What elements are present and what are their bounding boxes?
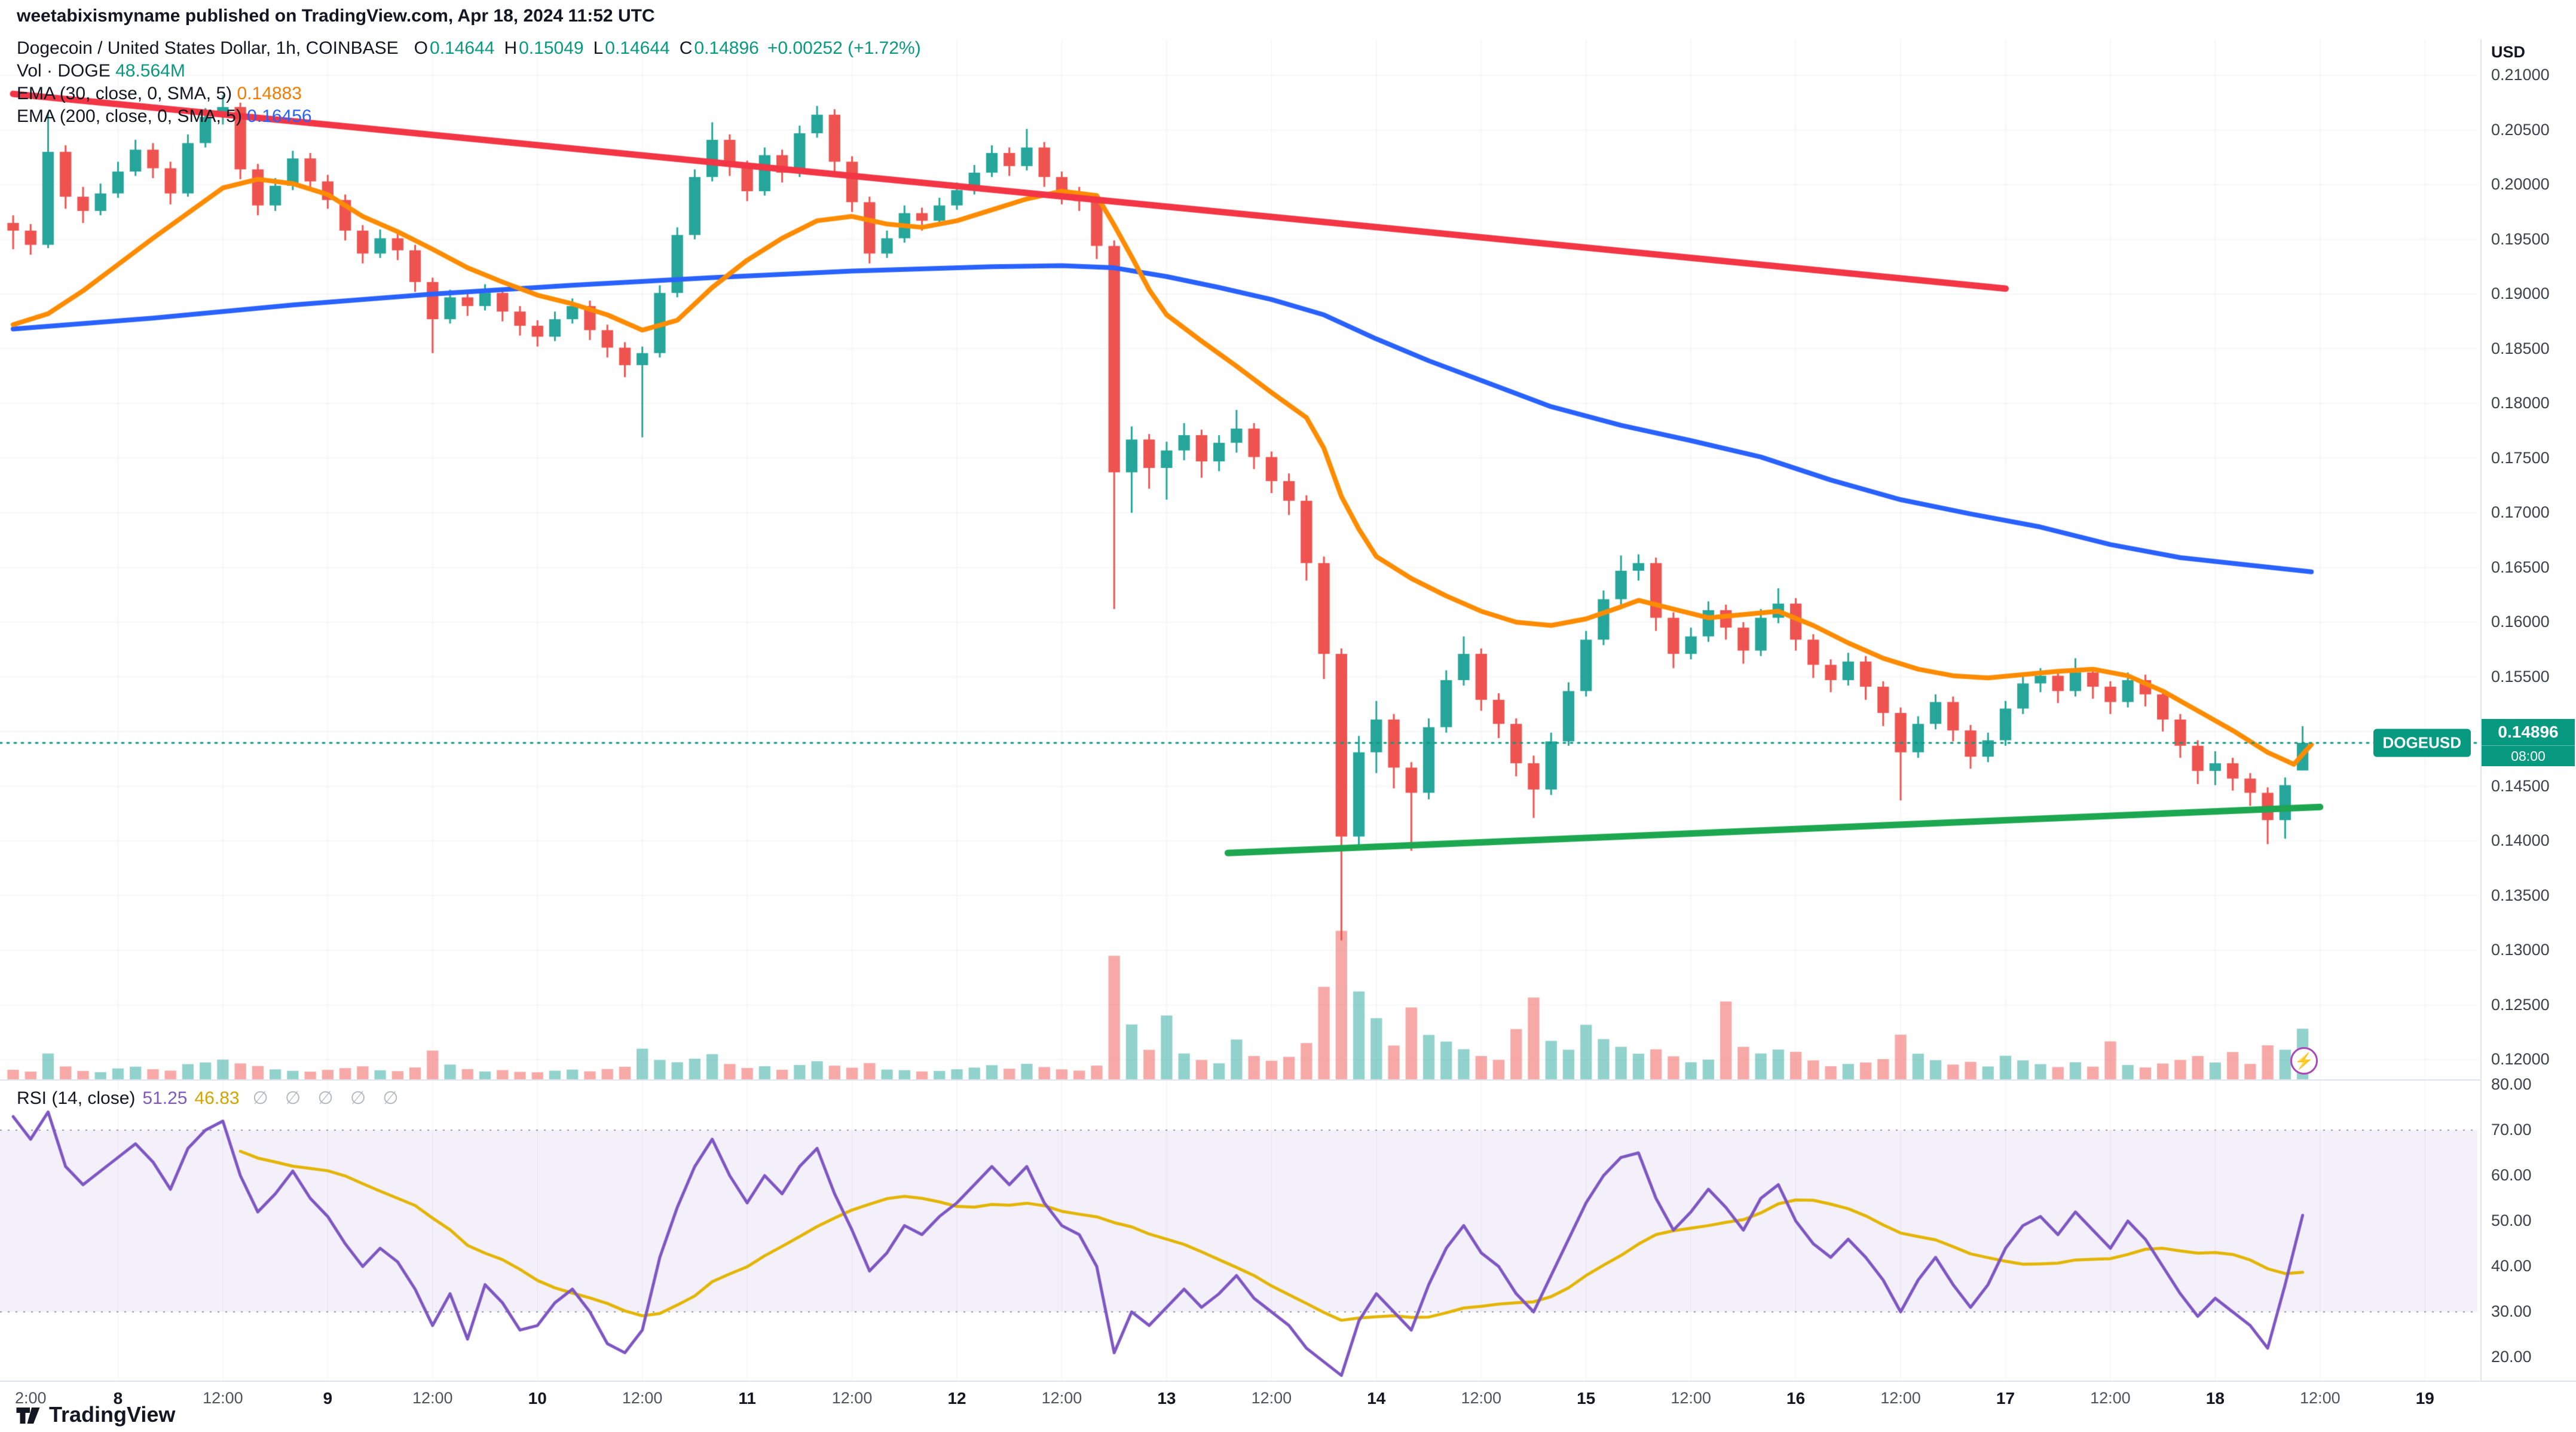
- symbol-price-pill: DOGEUSD: [2373, 729, 2471, 757]
- price-axis-label: 0.18000: [2491, 394, 2550, 412]
- rsi-axis-label: 20.00: [2491, 1348, 2532, 1366]
- price-axis-label: 0.21000: [2491, 66, 2550, 84]
- time-axis-label: 8: [113, 1389, 123, 1407]
- time-axis-label: 12: [947, 1389, 966, 1407]
- rsi-axis-label: 60.00: [2491, 1166, 2532, 1184]
- time-axis-label: 19: [2415, 1389, 2434, 1407]
- bar-countdown: 08:00: [2482, 745, 2575, 766]
- price-axis-label: 0.13000: [2491, 941, 2550, 959]
- ema200-label: EMA (200, close, 0, SMA, 5): [17, 106, 242, 126]
- time-axis[interactable]: 2:00 8 12:00 9 12:00 10 12:00 11 12:00 12 12:00 13 1…: [0, 1381, 2480, 1409]
- ohlc-high-label: H: [504, 38, 518, 58]
- time-axis-label: 12:00: [203, 1389, 243, 1407]
- time-axis-label: 12:00: [831, 1389, 873, 1407]
- ohlc-close-value: 0.14896: [694, 38, 759, 58]
- ohlc-close-label: C: [679, 38, 693, 58]
- price-axis-label: 0.16000: [2491, 613, 2550, 631]
- rsi-value: 51.25: [142, 1088, 188, 1108]
- symbol-legend-row[interactable]: Dogecoin / United States Dollar, 1h, COI…: [17, 37, 923, 60]
- time-axis-label: 16: [1786, 1389, 1806, 1407]
- price-axis-label: 0.18500: [2491, 339, 2550, 357]
- price-axis-label: 0.19500: [2491, 230, 2550, 248]
- ema200-legend-row[interactable]: EMA (200, close, 0, SMA, 5) 0.16456: [17, 105, 923, 128]
- tradingview-logo-text: TradingView: [49, 1402, 176, 1427]
- ema200-value: 0.16456: [247, 106, 312, 126]
- rsi-axis-label: 70.00: [2491, 1121, 2532, 1139]
- volume-legend-row[interactable]: Vol · DOGE 48.564M: [17, 60, 923, 82]
- price-axis-label: 0.13500: [2491, 886, 2550, 904]
- time-axis-label: 15: [1577, 1389, 1596, 1407]
- volume-label: Vol · DOGE: [17, 61, 111, 81]
- last-price-badge-value: 0.14896: [2498, 723, 2559, 742]
- price-axis-label: 0.16500: [2491, 558, 2550, 576]
- time-axis-label: 12:00: [1041, 1389, 1082, 1407]
- rsi-axis-label: 50.00: [2491, 1211, 2532, 1229]
- rsi-legend-row[interactable]: RSI (14, close) 51.25 46.83 ∅ ∅ ∅ ∅ ∅: [17, 1088, 412, 1109]
- time-axis-label: 12:00: [1461, 1389, 1502, 1407]
- publish-header: weetabixismyname published on TradingVie…: [17, 6, 655, 26]
- rsi-axis[interactable]: 80.00 70.00 60.00 50.00 40.00 30.00 20.00: [2480, 1075, 2576, 1381]
- price-axis-label: 0.14000: [2491, 831, 2550, 849]
- price-axis-label: 0.12000: [2491, 1050, 2550, 1068]
- ohlc-low-value: 0.14644: [605, 38, 670, 58]
- time-axis-label: 12:00: [1251, 1389, 1292, 1407]
- price-axis-label: 0.20000: [2491, 175, 2550, 193]
- price-axis-label: 0.14500: [2491, 776, 2550, 795]
- time-axis-separator: [0, 1381, 2576, 1382]
- time-axis-label: 18: [2205, 1389, 2225, 1407]
- rsi-axis-label: 80.00: [2491, 1075, 2532, 1093]
- time-axis-label: 12:00: [1671, 1389, 1711, 1407]
- time-axis-label: 13: [1157, 1389, 1176, 1407]
- price-axis-label: 0.17500: [2491, 448, 2550, 467]
- ohlc-low-label: L: [593, 38, 604, 58]
- change-value: +0.00252 (+1.72%): [767, 38, 921, 58]
- rsi-axis-label: 30.00: [2491, 1302, 2532, 1320]
- price-axis-label: 0.15500: [2491, 667, 2550, 686]
- time-axis-label: 2:00: [14, 1389, 47, 1407]
- time-axis-label: 12:00: [2090, 1389, 2131, 1407]
- price-axis-label: 0.17000: [2491, 503, 2550, 521]
- tradingview-logo-icon: [16, 1407, 40, 1424]
- rsi-axis-label: 40.00: [2491, 1257, 2532, 1275]
- tradingview-logo[interactable]: TradingView: [16, 1402, 175, 1427]
- lightning-icon[interactable]: ⚡: [2290, 1047, 2318, 1075]
- price-axis-border: [2480, 39, 2482, 1382]
- rsi-label: RSI (14, close): [17, 1088, 136, 1108]
- pane-resize-handle[interactable]: [0, 1079, 2480, 1081]
- ohlc-open-label: O: [414, 38, 428, 58]
- time-axis-label: 11: [738, 1389, 756, 1407]
- rsi-ma-value: 46.83: [194, 1088, 240, 1108]
- volume-value: 48.564M: [115, 61, 185, 81]
- price-axis-badge: 0.14896 08:00: [2482, 719, 2575, 767]
- symbol-title: Dogecoin / United States Dollar, 1h, COI…: [17, 38, 399, 58]
- time-axis-label: 12:00: [1880, 1389, 1921, 1407]
- ohlc-open-value: 0.14644: [430, 38, 495, 58]
- ema30-value: 0.14883: [237, 84, 302, 103]
- time-axis-label: 12:00: [2300, 1389, 2341, 1407]
- time-axis-label: 12:00: [412, 1389, 453, 1407]
- rsi-empty-values: ∅ ∅ ∅ ∅ ∅: [252, 1088, 405, 1108]
- ema30-label: EMA (30, close, 0, SMA, 5): [17, 84, 232, 103]
- time-axis-label: 10: [528, 1389, 547, 1407]
- time-axis-label: 9: [323, 1389, 333, 1407]
- currency-label: USD: [2491, 43, 2526, 61]
- ema30-legend-row[interactable]: EMA (30, close, 0, SMA, 5) 0.14883: [17, 82, 923, 105]
- ohlc-high-value: 0.15049: [519, 38, 584, 58]
- price-axis-label: 0.12500: [2491, 995, 2550, 1014]
- time-axis-label: 12:00: [622, 1389, 663, 1407]
- legend: Dogecoin / United States Dollar, 1h, COI…: [17, 37, 923, 128]
- time-axis-label: 14: [1367, 1389, 1386, 1407]
- price-axis[interactable]: USD 0.21000 0.20500 0.20000 0.19500 0.19000 0…: [2480, 0, 2576, 1079]
- price-axis-label: 0.19000: [2491, 284, 2550, 302]
- time-axis-label: 17: [1996, 1389, 2015, 1407]
- price-axis-label: 0.20500: [2491, 120, 2550, 139]
